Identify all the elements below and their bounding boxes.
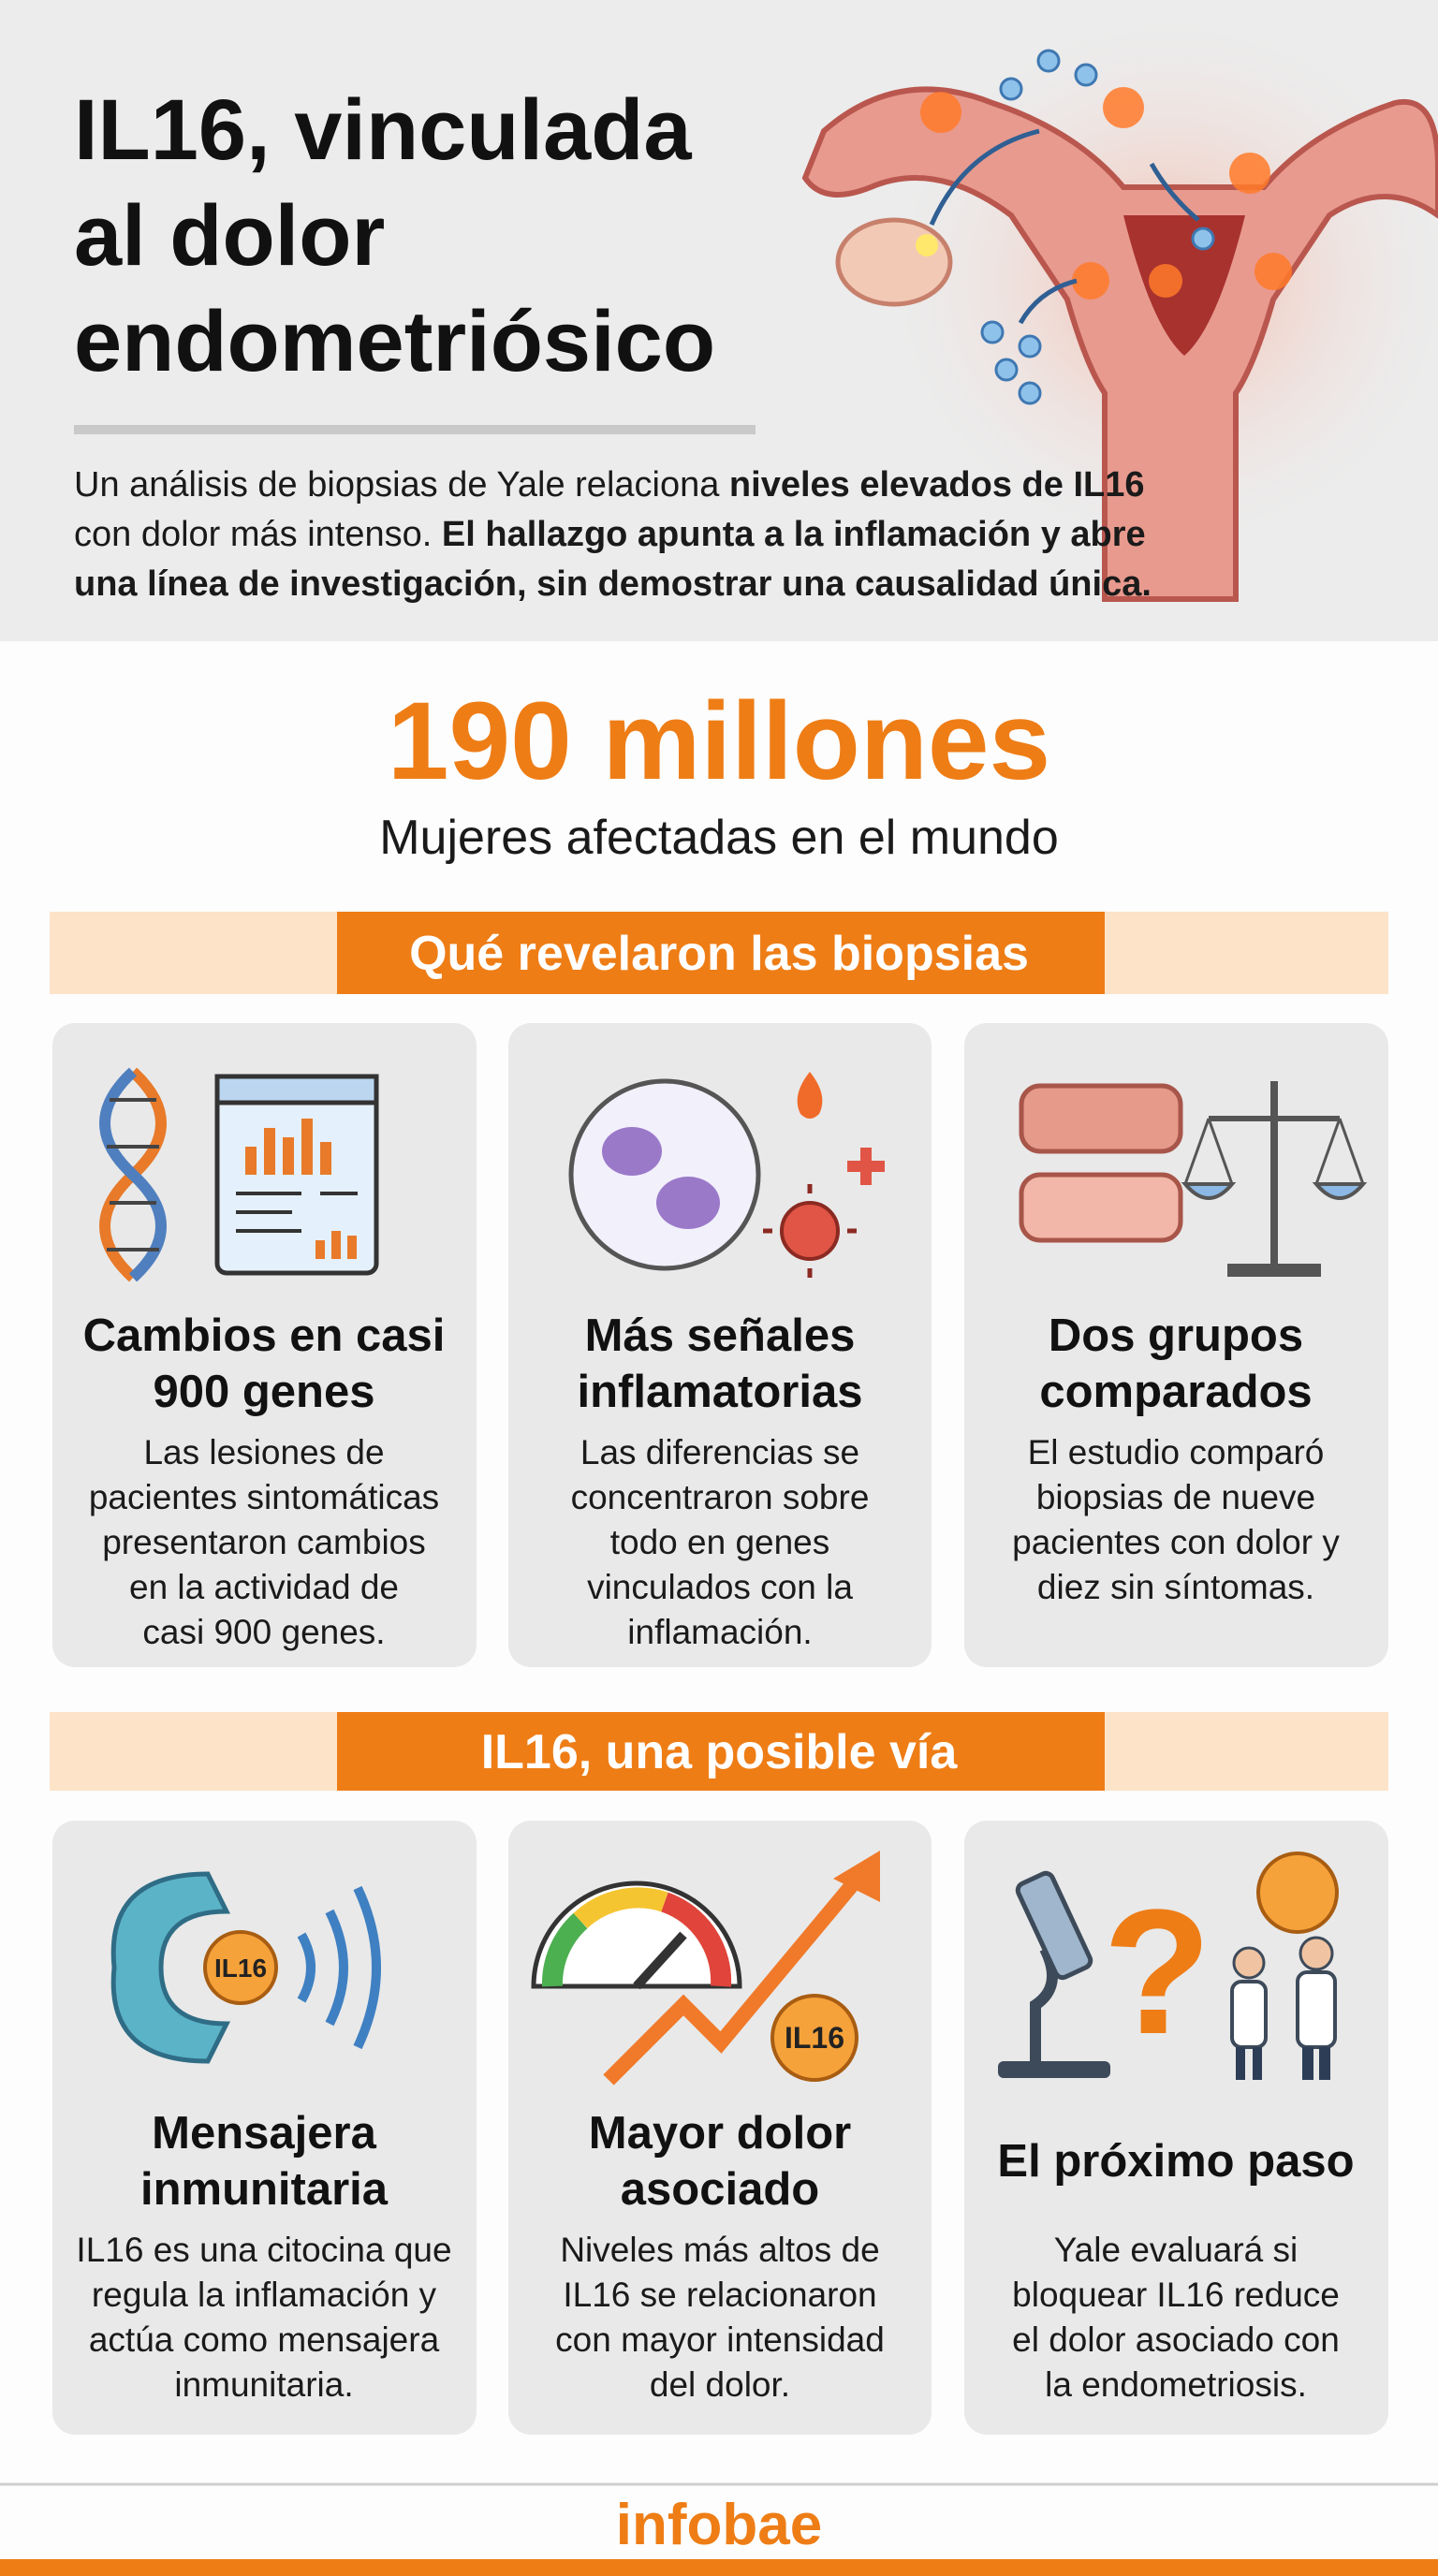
section-heading-bg <box>337 912 1105 994</box>
title-line: al dolor <box>74 188 385 284</box>
card-text: casi 900 genes. <box>142 1613 385 1651</box>
cell-icon <box>568 1072 885 1278</box>
research-icon: ? <box>998 1852 1339 2080</box>
card-text: el dolor asociado con <box>1012 2320 1340 2359</box>
card-text: Yale evaluará si <box>1054 2231 1299 2269</box>
gauge-icon: IL16 <box>531 1851 880 2086</box>
section-heading: IL16, una posible vía <box>481 1725 959 1779</box>
card-text: IL16 se relacionaron <box>563 2276 876 2314</box>
icon-badge: IL16 <box>785 2021 844 2055</box>
card-text: biopsias de nueve <box>1036 1478 1315 1516</box>
stat-value: 190 millones <box>388 680 1050 803</box>
card-title: inflamatorias <box>578 1367 863 1417</box>
intro-segment: con dolor más intenso. <box>74 515 442 554</box>
card-text: regula la inflamación y <box>92 2276 437 2314</box>
card-text: Niveles más altos de <box>560 2231 879 2269</box>
card-text: IL16 es una citocina que <box>76 2231 451 2269</box>
card-text: presentaron cambios <box>102 1523 426 1561</box>
card-title: Mensajera <box>152 2108 376 2159</box>
card-text: vinculados con la <box>587 1568 853 1606</box>
card-title: Cambios en casi <box>83 1310 446 1361</box>
dna-chart-icon <box>99 1067 379 1282</box>
card-text: El estudio comparó <box>1028 1433 1325 1471</box>
tissue-scale-icon <box>1019 1081 1368 1277</box>
card-text: pacientes sintomáticas <box>89 1478 439 1516</box>
intro-line: con dolor más intenso. El hallazgo apunt… <box>74 515 1146 554</box>
card-text: Las lesiones de <box>143 1433 384 1471</box>
card-text: la endometriosis. <box>1045 2365 1307 2404</box>
footer-strip <box>0 2559 1438 2576</box>
card-text: en la actividad de <box>129 1568 399 1606</box>
messenger-icon: IL16 <box>110 1871 381 2064</box>
intro-segment: una línea de investigación, sin demostra… <box>74 564 1152 604</box>
card-text: todo en genes <box>610 1523 830 1561</box>
intro-segment: El hallazgo apunta a la inflamación y ab… <box>442 515 1146 554</box>
card-text: actúa como mensajera <box>89 2320 440 2359</box>
title-line: IL16, vinculada <box>74 82 692 178</box>
intro-line: Un análisis de biopsias de Yale relacion… <box>74 465 1145 505</box>
card-title: Mayor dolor <box>589 2108 851 2159</box>
card-text: Las diferencias se <box>580 1433 859 1471</box>
card-title: inmunitaria <box>140 2164 389 2215</box>
icon-badge: IL16 <box>214 1954 267 1983</box>
intro-segment: Un análisis de biopsias de Yale relacion… <box>74 465 729 505</box>
card-title: Más señales <box>585 1310 856 1361</box>
card-title: Dos grupos <box>1049 1310 1303 1361</box>
section-heading: Qué revelaron las biopsias <box>409 927 1029 981</box>
card-text: con mayor intensidad <box>555 2320 885 2359</box>
card-title: comparados <box>1039 1367 1312 1417</box>
card-text: pacientes con dolor y <box>1012 1523 1340 1561</box>
title-line: endometriósico <box>74 294 715 389</box>
intro-line: una línea de investigación, sin demostra… <box>74 564 1152 604</box>
intro-segment: niveles elevados de IL16 <box>729 465 1145 505</box>
card-text: diez sin síntomas. <box>1037 1568 1314 1606</box>
card-text: concentraron sobre <box>571 1478 870 1516</box>
title-underline <box>74 425 756 434</box>
card-text: inmunitaria. <box>174 2365 353 2404</box>
card-text: inflamación. <box>627 1613 812 1651</box>
uterus-illustration <box>801 0 1438 602</box>
stat-label: Mujeres afectadas en el mundo <box>379 811 1059 865</box>
card-title: El próximo paso <box>997 2136 1354 2187</box>
section-heading-bg <box>337 1712 1105 1791</box>
card-text: del dolor. <box>650 2365 790 2404</box>
card-text: bloquear IL16 reduce <box>1012 2276 1340 2314</box>
footer-brand: infobae <box>616 2493 822 2557</box>
card-title: asociado <box>621 2164 819 2215</box>
card-title: 900 genes <box>154 1367 375 1417</box>
question-mark: ? <box>1103 1873 1211 2071</box>
